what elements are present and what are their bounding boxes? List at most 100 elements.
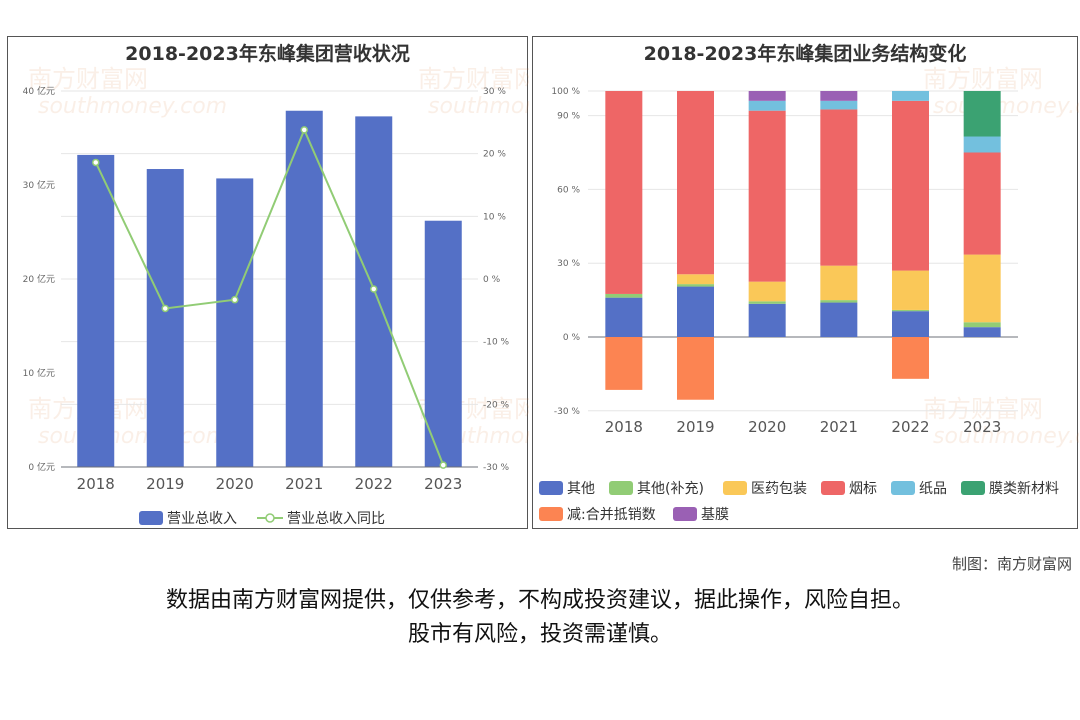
yoy-point — [92, 158, 100, 167]
y2-tick-label: 20 % — [483, 150, 506, 160]
x-tick-label: 2020 — [216, 475, 254, 493]
stack-segment — [963, 327, 1001, 337]
revenue-legend[interactable]: 营业总收入 营业总收入同比 — [139, 511, 385, 527]
legend-swatch — [821, 481, 845, 495]
y2-tick-label: -30 % — [483, 463, 510, 473]
x-tick-label: 2018 — [77, 475, 115, 493]
stack-segment — [605, 91, 643, 294]
y-tick-label: 90 % — [557, 112, 580, 122]
legend-label: 膜类新材料 — [989, 481, 1059, 497]
y2-tick-label: -20 % — [483, 400, 510, 410]
legend-swatch — [139, 511, 163, 525]
legend-swatch — [961, 481, 985, 495]
stack-segment — [677, 274, 714, 285]
revenue-chart-panel: 2018-2023年东峰集团营收状况 南方财富网 southmoney.com 南方… — [7, 36, 529, 529]
stack-segment — [820, 265, 858, 301]
watermark-text: southmoney.com — [933, 94, 1079, 119]
x-tick-label: 2023 — [424, 475, 462, 493]
yoy-point — [231, 295, 239, 304]
revenue-bar — [424, 220, 462, 467]
stack-segment — [605, 297, 643, 337]
stack-segment — [892, 270, 929, 310]
revenue-bar — [77, 154, 115, 468]
revenue-chart-title: 2018-2023年东峰集团营收状况 — [125, 43, 410, 65]
revenue-bar — [285, 110, 323, 468]
y-tick-label: 40 亿元 — [23, 85, 55, 97]
stack-segment — [748, 301, 786, 304]
legend-swatch — [891, 481, 915, 495]
stack-segment — [820, 109, 858, 266]
stack-segment — [892, 91, 929, 101]
watermark-text: southmoney.com — [933, 424, 1079, 449]
x-tick-label: 2022 — [891, 418, 929, 436]
stack-segment — [963, 322, 1001, 328]
stack-segment — [963, 254, 1001, 323]
legend-label: 营业总收入同比 — [287, 511, 385, 527]
watermark-text: 南方财富网 — [923, 65, 1043, 93]
stack-segment — [748, 110, 786, 282]
x-tick-label: 2023 — [963, 418, 1001, 436]
yoy-point — [300, 126, 308, 134]
y2-tick-label: 0 % — [483, 275, 501, 285]
stack-segment — [677, 284, 714, 287]
legend-label: 医药包装 — [751, 481, 807, 497]
x-tick-label: 2019 — [676, 418, 714, 436]
stack-segment — [748, 100, 786, 111]
stack-segment — [677, 286, 714, 337]
x-tick-label: 2018 — [605, 418, 643, 436]
stack-segment — [748, 281, 786, 302]
legend-swatch — [265, 513, 275, 523]
legend-swatch — [673, 507, 697, 521]
structure-chart-title: 2018-2023年东峰集团业务结构变化 — [643, 43, 967, 65]
watermark-text: 南方财富网 — [923, 395, 1043, 423]
stack-segment — [820, 302, 858, 337]
stack-segment — [820, 100, 858, 110]
stack-segment — [892, 337, 929, 379]
stack-segment — [963, 136, 1001, 153]
stack-segment — [820, 91, 858, 101]
stack-segment — [605, 293, 643, 298]
watermark-text: southmoney.com — [38, 94, 227, 119]
watermark-text: 南方财富网 — [418, 65, 529, 93]
y-tick-label: 30 亿元 — [23, 179, 55, 191]
watermark-text: southmoney.com — [428, 94, 529, 119]
stack-segment — [820, 300, 858, 303]
yoy-line — [94, 127, 445, 466]
stack-segment — [677, 337, 714, 400]
legend-swatch — [723, 481, 747, 495]
structure-chart-panel: 2018-2023年东峰集团业务结构变化 南方财富网southmoney.com… — [532, 36, 1079, 529]
stack-segment — [605, 337, 643, 390]
disclaimer-line-1: 数据由南方财富网提供，仅供参考，不构成投资建议，据此操作，风险自担。 — [165, 588, 914, 613]
x-tick-label: 2021 — [285, 475, 323, 493]
legend-label: 基膜 — [701, 506, 729, 523]
watermark-text: 南方财富网 — [28, 65, 148, 93]
y-tick-label: 20 亿元 — [23, 273, 55, 285]
legend-label: 纸品 — [919, 481, 947, 497]
watermark-text: southmoney.com — [38, 424, 227, 449]
legend-label: 减:合并抵销数 — [567, 507, 656, 523]
stack-segment — [677, 91, 714, 275]
y-tick-label: 0 % — [563, 333, 581, 343]
yoy-point — [161, 304, 169, 313]
legend-swatch — [539, 481, 563, 495]
legend-label: 营业总收入 — [167, 511, 237, 527]
structure-chart: 南方财富网southmoney.com南方财富网southmoney.com-3… — [539, 65, 1079, 523]
y-tick-label: 100 % — [551, 87, 580, 97]
y2-tick-label: -10 % — [483, 338, 510, 348]
x-tick-label: 2022 — [355, 475, 393, 493]
stack-segment — [748, 303, 786, 337]
legend-label: 其他 — [567, 481, 595, 497]
stack-segment — [748, 91, 786, 101]
y-tick-label: 0 亿元 — [28, 461, 55, 473]
legend-swatch — [609, 481, 633, 495]
stack-segment — [892, 309, 929, 312]
yoy-point — [370, 285, 378, 293]
y2-tick-label: 10 % — [483, 212, 506, 222]
x-tick-label: 2020 — [748, 418, 786, 436]
